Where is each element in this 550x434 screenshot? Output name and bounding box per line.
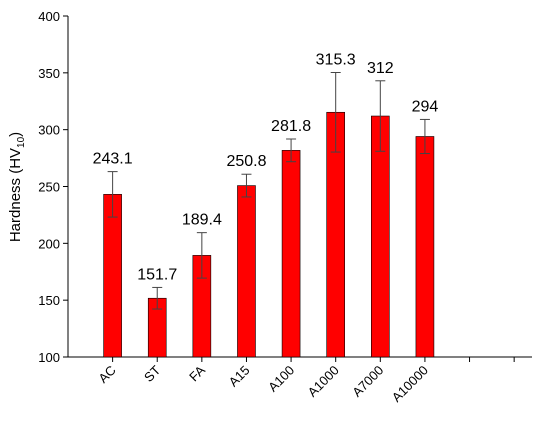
bar [237, 185, 256, 358]
error-bar [107, 171, 118, 218]
x-tick-label: A1000 [305, 363, 342, 400]
error-bar [286, 138, 297, 163]
x-tick-label: A7000 [349, 363, 386, 400]
bar [371, 115, 390, 358]
value-label: 189.4 [182, 212, 222, 229]
bar [415, 136, 435, 358]
y-tick-label: 250 [38, 180, 60, 195]
x-tick-label: A100 [265, 363, 297, 395]
error-bar [375, 80, 386, 152]
y-tick-label: 150 [38, 293, 60, 308]
y-tick-label: 400 [38, 9, 60, 24]
value-label: 312 [367, 60, 394, 77]
y-tick-label: 100 [38, 350, 60, 365]
value-label: 151.7 [137, 266, 177, 283]
value-label: 250.8 [226, 153, 266, 170]
value-label: 315.3 [316, 51, 356, 68]
bar [281, 150, 301, 358]
y-label-end: ) [7, 132, 24, 137]
x-tick-label: A10000 [389, 363, 431, 405]
y-label-sub: 10 [16, 136, 27, 148]
error-bar [419, 118, 430, 155]
error-bar [152, 286, 163, 310]
y-tick-label: 200 [38, 236, 60, 251]
error-bar [241, 173, 252, 198]
x-tick-label: ST [141, 362, 163, 384]
error-bar [196, 232, 207, 279]
x-tick-label: A15 [226, 363, 253, 390]
y-axis-label: Hardness (HV10) [7, 132, 27, 242]
x-tick-label: AC [95, 363, 118, 386]
y-label-main: Hardness (HV [7, 148, 24, 242]
value-label: 294 [412, 98, 439, 115]
bar [103, 194, 122, 358]
y-tick-label: 300 [38, 123, 60, 138]
x-tick-label: FA [186, 362, 208, 384]
value-label: 281.8 [271, 118, 311, 135]
y-tick-label: 350 [38, 66, 60, 81]
value-label: 243.1 [93, 151, 133, 168]
error-bar [330, 71, 341, 153]
